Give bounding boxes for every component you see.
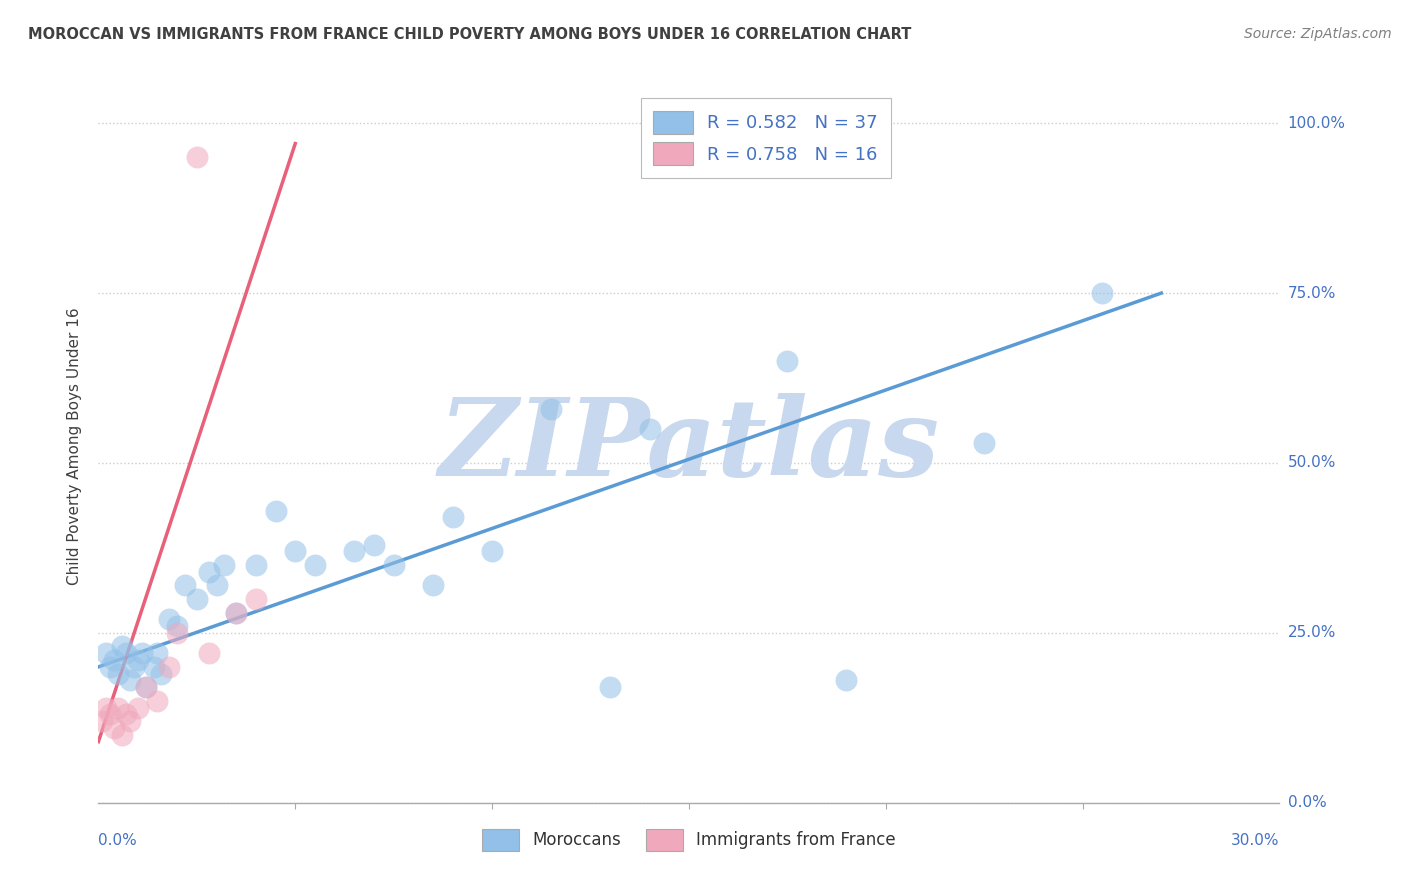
Point xyxy=(157,660,180,674)
Y-axis label: Child Poverty Among Boys Under 16: Child Poverty Among Boys Under 16 xyxy=(67,307,83,585)
Point xyxy=(225,606,247,620)
Point xyxy=(146,646,169,660)
Point xyxy=(599,680,621,694)
Point xyxy=(131,646,153,660)
Text: Source: ZipAtlas.com: Source: ZipAtlas.com xyxy=(1244,27,1392,41)
Point xyxy=(96,700,118,714)
Point xyxy=(111,640,134,654)
Point xyxy=(135,680,157,694)
Point xyxy=(174,578,197,592)
Point xyxy=(166,626,188,640)
Point xyxy=(422,578,444,592)
Point xyxy=(157,612,180,626)
Text: 0.0%: 0.0% xyxy=(1288,796,1326,810)
Point xyxy=(107,700,129,714)
Text: 30.0%: 30.0% xyxy=(1232,833,1279,848)
Point xyxy=(98,660,121,674)
Point xyxy=(107,666,129,681)
Point xyxy=(127,700,149,714)
Point xyxy=(205,578,228,592)
Legend: Moroccans, Immigrants from France: Moroccans, Immigrants from France xyxy=(471,817,907,863)
Point xyxy=(973,435,995,450)
Point xyxy=(540,401,562,416)
Point xyxy=(122,660,145,674)
Point xyxy=(135,680,157,694)
Point xyxy=(835,673,858,688)
Text: 0.0%: 0.0% xyxy=(98,833,138,848)
Point xyxy=(197,646,219,660)
Point xyxy=(115,646,138,660)
Text: 50.0%: 50.0% xyxy=(1288,456,1336,470)
Point xyxy=(1091,286,1114,301)
Point xyxy=(115,707,138,722)
Point xyxy=(214,558,236,572)
Point xyxy=(186,150,208,164)
Point xyxy=(343,544,366,558)
Point xyxy=(304,558,326,572)
Point xyxy=(441,510,464,524)
Point xyxy=(103,653,125,667)
Point xyxy=(103,721,125,735)
Point xyxy=(91,714,114,729)
Point xyxy=(98,707,121,722)
Point xyxy=(245,558,267,572)
Point xyxy=(146,694,169,708)
Text: 75.0%: 75.0% xyxy=(1288,285,1336,301)
Point xyxy=(245,591,267,606)
Text: 100.0%: 100.0% xyxy=(1288,116,1346,131)
Point xyxy=(150,666,173,681)
Point xyxy=(96,646,118,660)
Point xyxy=(264,503,287,517)
Point xyxy=(142,660,165,674)
Point xyxy=(127,653,149,667)
Text: ZIPatlas: ZIPatlas xyxy=(439,393,939,499)
Point xyxy=(111,728,134,742)
Point xyxy=(118,673,141,688)
Point xyxy=(638,422,661,436)
Point xyxy=(225,606,247,620)
Point xyxy=(186,591,208,606)
Text: MOROCCAN VS IMMIGRANTS FROM FRANCE CHILD POVERTY AMONG BOYS UNDER 16 CORRELATION: MOROCCAN VS IMMIGRANTS FROM FRANCE CHILD… xyxy=(28,27,911,42)
Point xyxy=(481,544,503,558)
Point xyxy=(382,558,405,572)
Point xyxy=(363,537,385,551)
Point xyxy=(284,544,307,558)
Point xyxy=(166,619,188,633)
Text: 25.0%: 25.0% xyxy=(1288,625,1336,640)
Point xyxy=(118,714,141,729)
Point xyxy=(197,565,219,579)
Point xyxy=(776,354,799,368)
